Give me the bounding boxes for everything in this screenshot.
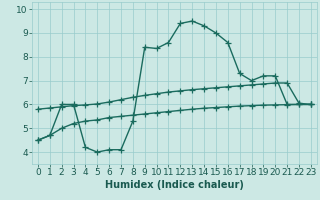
X-axis label: Humidex (Indice chaleur): Humidex (Indice chaleur)	[105, 180, 244, 190]
